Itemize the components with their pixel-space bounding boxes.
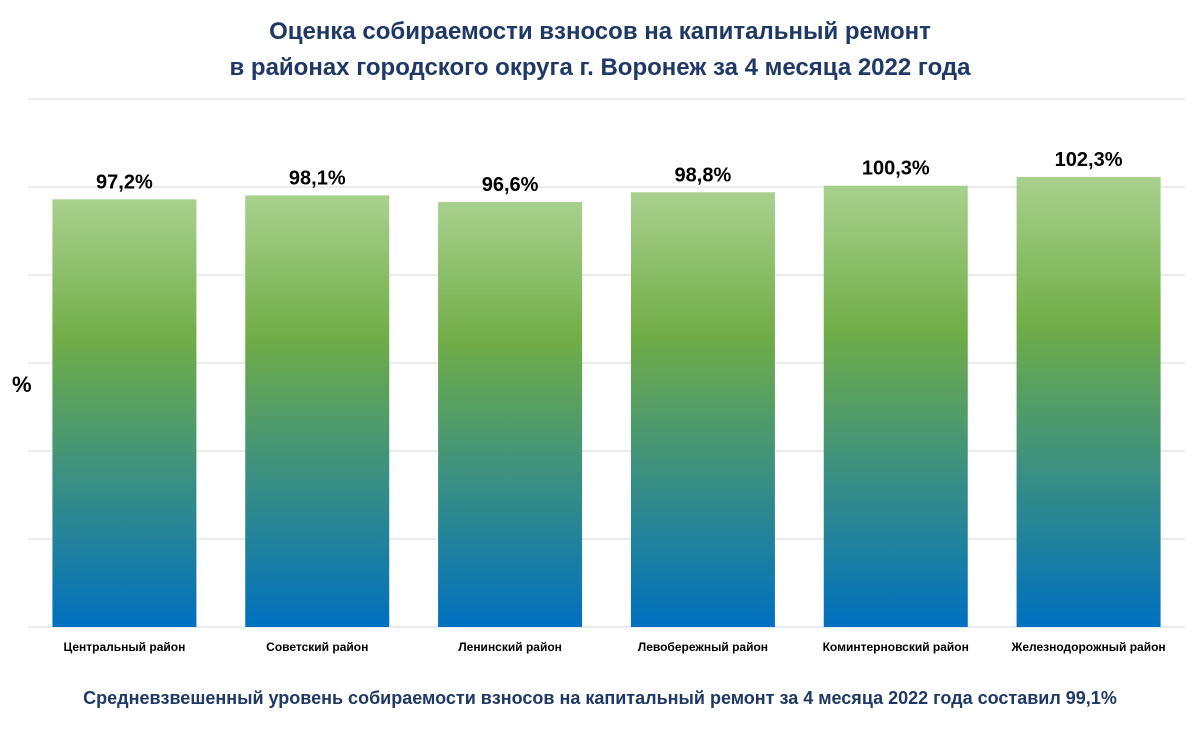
category-label: Советский район	[266, 640, 368, 654]
data-label: 102,3%	[1055, 149, 1123, 171]
y-axis-label: %	[12, 372, 32, 397]
bar	[823, 185, 968, 627]
category-label: Коминтерновский район	[823, 640, 969, 654]
bars	[52, 176, 1161, 628]
footnote: Средневзвешенный уровень собираемости вз…	[83, 688, 1117, 708]
gridlines	[28, 98, 1185, 628]
data-label: 98,8%	[675, 164, 732, 186]
category-labels: Центральный район Советский район Ленински…	[63, 640, 1165, 654]
category-label: Левобережный район	[638, 640, 768, 654]
bar	[52, 199, 197, 627]
bar	[438, 201, 583, 627]
data-label: 97,2%	[96, 171, 153, 193]
chart-title-line-1: Оценка собираемости взносов на капитальн…	[269, 18, 931, 45]
category-label: Центральный район	[63, 640, 185, 654]
chart-title: Оценка собираемости взносов на капитальн…	[0, 14, 1200, 86]
bar	[245, 195, 390, 628]
bar	[1016, 176, 1161, 627]
chart-title-line-2: в районах городского округа г. Воронеж з…	[229, 54, 971, 81]
bar	[630, 192, 775, 627]
data-label: 100,3%	[862, 158, 930, 180]
data-label: 98,1%	[289, 167, 346, 189]
data-label: 96,6%	[482, 174, 539, 196]
value-labels: 97,2% 98,1% 96,6% 98,8% 100,3% 102,3%	[96, 149, 1123, 196]
category-label: Железнодорожный район	[1010, 640, 1165, 654]
category-label: Ленинский район	[458, 640, 562, 654]
